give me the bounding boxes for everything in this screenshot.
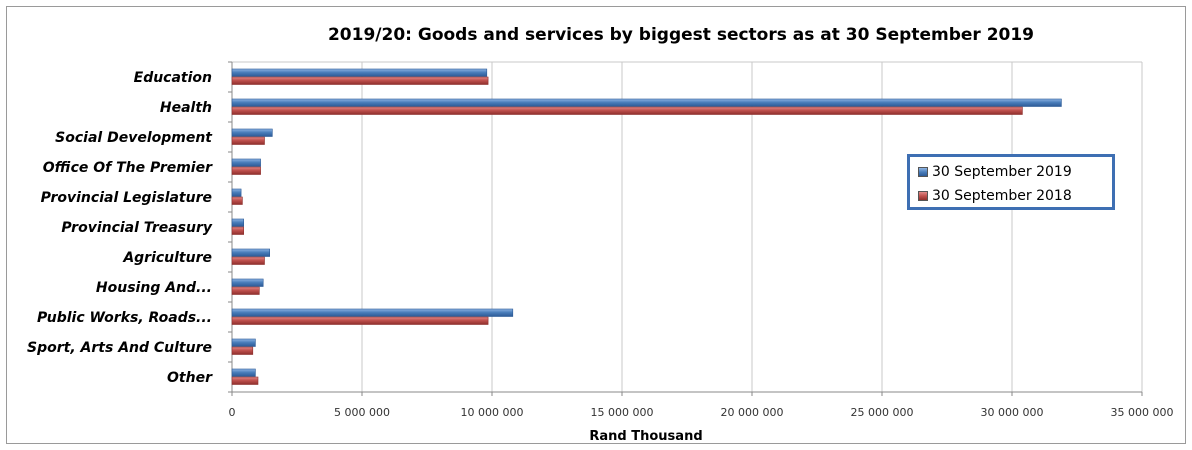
bar-2019 xyxy=(231,308,514,317)
bar-2019 xyxy=(231,128,273,137)
category-label: Provincial Treasury xyxy=(61,220,213,236)
x-axis-label: Rand Thousand xyxy=(589,429,702,444)
bar-2019 xyxy=(231,338,256,347)
category-label: Agriculture xyxy=(122,250,212,266)
bar-2018 xyxy=(231,196,243,205)
x-tick-label: 30 000 000 xyxy=(981,406,1044,419)
x-tick-label: 20 000 000 xyxy=(721,406,784,419)
category-label: Public Works, Roads... xyxy=(37,310,212,326)
legend-label-2018: 30 September 2018 xyxy=(932,188,1072,204)
category-label: Sport, Arts And Culture xyxy=(27,340,212,356)
bar-2018 xyxy=(231,106,1023,115)
bar-2018 xyxy=(231,376,259,385)
legend-swatch-2018 xyxy=(918,191,928,201)
bar-2018 xyxy=(231,226,244,235)
category-label: Housing And... xyxy=(96,280,212,296)
bar-2018 xyxy=(231,136,265,145)
chart-frame xyxy=(6,6,1186,444)
bar-2018 xyxy=(231,286,260,295)
bar-2019 xyxy=(231,248,271,257)
x-tick-label: 5 000 000 xyxy=(334,406,390,419)
bar-2018 xyxy=(231,166,261,175)
legend-label-2019: 30 September 2019 xyxy=(932,164,1072,180)
category-label: Social Development xyxy=(55,130,213,146)
bars xyxy=(231,68,1062,385)
category-label: Office Of The Premier xyxy=(43,160,213,176)
bar-2019 xyxy=(231,188,242,197)
legend: 30 September 2019 30 September 2018 xyxy=(907,154,1115,210)
x-tick-labels: 0 5 000 000 10 000 000 15 000 000 20 000 000… xyxy=(229,406,1174,419)
bar-2019 xyxy=(231,368,256,377)
x-tick-label: 35 000 000 xyxy=(1111,406,1174,419)
category-label: Health xyxy=(160,100,212,116)
x-tick-label: 25 000 000 xyxy=(851,406,914,419)
category-labels: Education Health Social Development Office … xyxy=(27,70,213,386)
bar-2019 xyxy=(231,218,244,227)
legend-item-2018: 30 September 2018 xyxy=(918,184,1104,208)
category-label: Education xyxy=(134,70,212,86)
bar-2019 xyxy=(231,278,264,287)
category-label: Other xyxy=(167,370,213,386)
x-tick-label: 15 000 000 xyxy=(591,406,654,419)
bar-2019 xyxy=(231,158,261,167)
bar-2018 xyxy=(231,256,265,265)
gridlines xyxy=(232,61,1143,392)
legend-item-2019: 30 September 2019 xyxy=(918,160,1104,184)
x-tick-label: 0 xyxy=(229,406,236,419)
bar-2019 xyxy=(231,68,488,77)
category-label: Provincial Legislature xyxy=(41,190,212,206)
bar-2018 xyxy=(231,316,489,325)
bar-2018 xyxy=(231,346,254,355)
legend-swatch-2019 xyxy=(918,167,928,177)
bar-2018 xyxy=(231,76,489,85)
x-tick-label: 10 000 000 xyxy=(461,406,524,419)
chart-title: 2019/20: Goods and services by biggest s… xyxy=(328,25,1034,45)
bar-2019 xyxy=(231,98,1062,107)
